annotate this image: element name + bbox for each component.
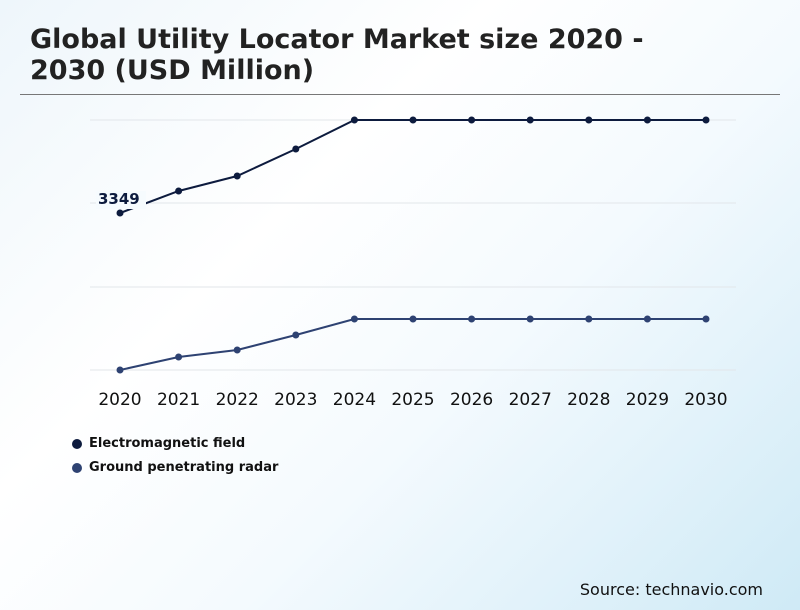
x-tick-label: 2030: [684, 390, 727, 410]
data-point: [175, 353, 183, 361]
data-point: [233, 346, 241, 354]
data-point: [526, 315, 534, 323]
x-tick-label: 2020: [98, 390, 141, 410]
data-point: [585, 315, 593, 323]
legend-dot-icon: [72, 438, 82, 449]
x-tick-label: 2025: [391, 390, 434, 410]
data-point: [468, 315, 476, 323]
data-point: [233, 172, 241, 180]
data-point: [350, 116, 358, 124]
legend-label: Ground penetrating radar: [89, 460, 279, 475]
data-point: [643, 315, 651, 323]
source-note: Source: technavio.com: [579, 580, 763, 599]
x-tick-label: 2022: [216, 390, 259, 410]
data-point: [702, 315, 710, 323]
x-tick-label: 2028: [567, 390, 610, 410]
x-tick-label: 2023: [274, 390, 317, 410]
data-point: [292, 145, 300, 153]
data-point: [175, 187, 183, 195]
legend-item-gpr: Ground penetrating radar: [72, 460, 278, 475]
series-line: [119, 317, 706, 371]
data-point: [468, 116, 476, 124]
data-point: [585, 116, 593, 124]
line-chart: 2020 2021 2022 2023 2024 2025 2026 2027 2028 2029…: [90, 116, 736, 410]
legend-label: Electromagnetic field: [89, 436, 246, 451]
data-point: [350, 315, 358, 323]
data-point: [116, 209, 124, 217]
x-tick-label: 2026: [450, 390, 493, 410]
chart-title: Global Utility Locator Market size 2020 …: [30, 24, 644, 86]
legend-item-emf: Electromagnetic field: [72, 436, 245, 451]
data-point: [292, 331, 300, 339]
data-label-bg: [96, 191, 146, 210]
x-tick-label: 2027: [509, 390, 552, 410]
x-tick-label: 2024: [333, 390, 376, 410]
x-tick-label: 2029: [626, 390, 669, 410]
series-line: [119, 119, 706, 214]
x-tick-label: 2021: [157, 390, 200, 410]
data-label: 3349: [98, 190, 140, 208]
data-point: [409, 116, 417, 124]
data-point: [409, 315, 417, 323]
data-point: [643, 116, 651, 124]
data-point: [526, 116, 534, 124]
data-point: [116, 366, 124, 374]
title-divider: [20, 94, 780, 95]
legend-dot-icon: [72, 462, 82, 473]
data-point: [702, 116, 710, 124]
